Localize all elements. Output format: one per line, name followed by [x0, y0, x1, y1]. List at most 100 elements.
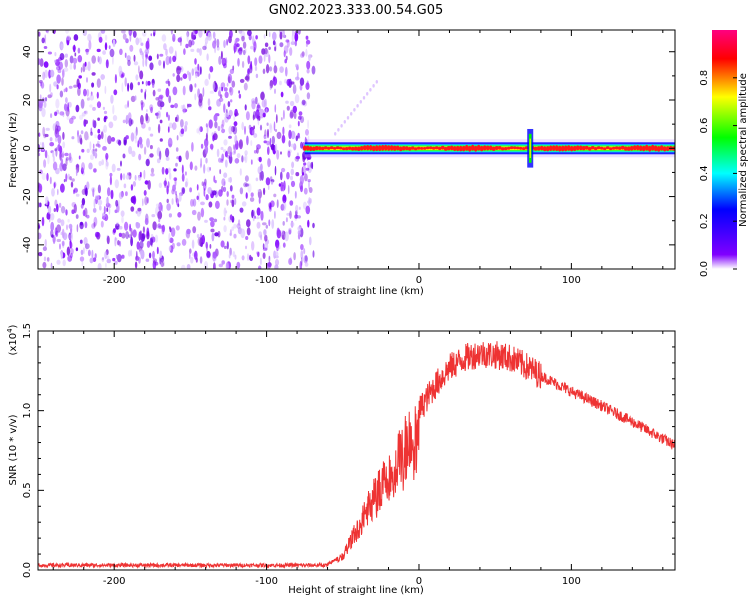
noise-blob	[284, 231, 289, 242]
noise-blob	[289, 109, 294, 118]
noise-blob	[300, 141, 303, 149]
noise-blob	[195, 257, 198, 263]
noise-blob	[263, 229, 267, 236]
noise-blob	[158, 218, 161, 223]
ridge-faint-dot	[372, 84, 375, 88]
noise-blob	[250, 192, 254, 197]
noise-blob	[94, 231, 100, 238]
noise-blob	[70, 181, 74, 188]
noise-blob	[59, 243, 61, 250]
noise-blob	[183, 48, 186, 55]
noise-blob	[150, 106, 153, 114]
ridge-core	[578, 145, 583, 151]
noise-blob	[91, 72, 96, 76]
spectrogram-y-tick-label: -40	[22, 237, 33, 253]
noise-blob	[204, 138, 209, 148]
noise-blob	[131, 150, 136, 157]
noise-blob	[300, 53, 305, 58]
noise-blob	[278, 183, 282, 187]
noise-blob	[96, 101, 102, 109]
noise-blob	[253, 150, 257, 154]
noise-blob	[271, 135, 275, 145]
noise-blob	[128, 30, 133, 37]
noise-blob	[172, 122, 177, 130]
noise-blob	[224, 112, 229, 118]
noise-blob	[97, 199, 103, 206]
noise-blob	[116, 221, 119, 226]
ridge-core	[647, 145, 652, 152]
ridge-core	[518, 146, 523, 150]
ridge-faint-dot	[346, 116, 350, 120]
noise-blob	[137, 207, 142, 212]
noise-blob	[295, 156, 300, 160]
noise-blob	[233, 115, 236, 121]
noise-blob	[308, 197, 311, 207]
noise-blob	[49, 176, 52, 185]
noise-blob	[267, 185, 270, 190]
noise-blob	[298, 115, 302, 120]
noise-blob	[92, 207, 97, 213]
noise-blob	[122, 119, 126, 124]
ridge-core	[449, 145, 454, 151]
ridge-core	[440, 145, 445, 150]
noise-blob	[86, 214, 90, 219]
noise-blob	[165, 168, 169, 175]
noise-blob	[60, 231, 63, 236]
noise-blob	[204, 144, 209, 155]
noise-blob	[290, 175, 293, 181]
noise-blob	[58, 202, 62, 208]
noise-blob	[129, 44, 134, 52]
noise-blob	[241, 60, 245, 69]
noise-blob	[45, 127, 50, 131]
noise-blob	[225, 262, 229, 269]
noise-blob	[239, 78, 245, 83]
ridge-core	[605, 146, 610, 150]
noise-blob	[252, 129, 255, 136]
noise-blob	[233, 233, 237, 239]
noise-blob	[60, 250, 63, 260]
noise-blob	[154, 234, 159, 243]
spectrogram-y-tick-label: 40	[22, 45, 33, 58]
noise-blob	[121, 254, 125, 259]
noise-blob	[224, 150, 228, 158]
noise-blob	[258, 197, 261, 204]
ridge-core	[302, 145, 307, 151]
noise-blob	[196, 234, 200, 238]
noise-blob	[120, 210, 125, 217]
noise-blob	[130, 227, 133, 238]
noise-blob	[299, 115, 305, 124]
noise-blob	[223, 139, 228, 146]
noise-blob	[255, 177, 259, 182]
noise-blob	[280, 151, 282, 155]
noise-blob	[306, 92, 311, 100]
noise-blob	[61, 151, 65, 159]
noise-blob	[252, 216, 255, 222]
snr-y-axis-label: SNR (10 * v/v)	[8, 414, 19, 485]
noise-blob	[286, 39, 290, 48]
noise-blob	[212, 82, 216, 90]
noise-blob	[297, 230, 301, 236]
ridge-core	[644, 144, 649, 151]
noise-blob	[212, 251, 217, 259]
noise-blob	[208, 201, 213, 208]
noise-blob	[232, 125, 238, 135]
ridge-core	[617, 146, 622, 150]
noise-blob	[100, 74, 105, 80]
noise-blob	[50, 113, 53, 118]
ridge-core	[317, 146, 322, 151]
noise-blob	[297, 215, 301, 219]
noise-blob	[118, 139, 122, 146]
noise-blob	[99, 205, 102, 211]
noise-blob	[150, 173, 155, 177]
noise-blob	[175, 198, 180, 206]
noise-blob	[234, 113, 237, 117]
noise-blob	[278, 244, 281, 250]
noise-blob	[209, 167, 212, 171]
noise-blob	[255, 109, 260, 120]
noise-blob	[127, 250, 131, 257]
noise-blob	[212, 40, 217, 49]
noise-blob	[264, 136, 267, 140]
noise-blob	[281, 184, 285, 192]
noise-blob	[104, 34, 108, 41]
